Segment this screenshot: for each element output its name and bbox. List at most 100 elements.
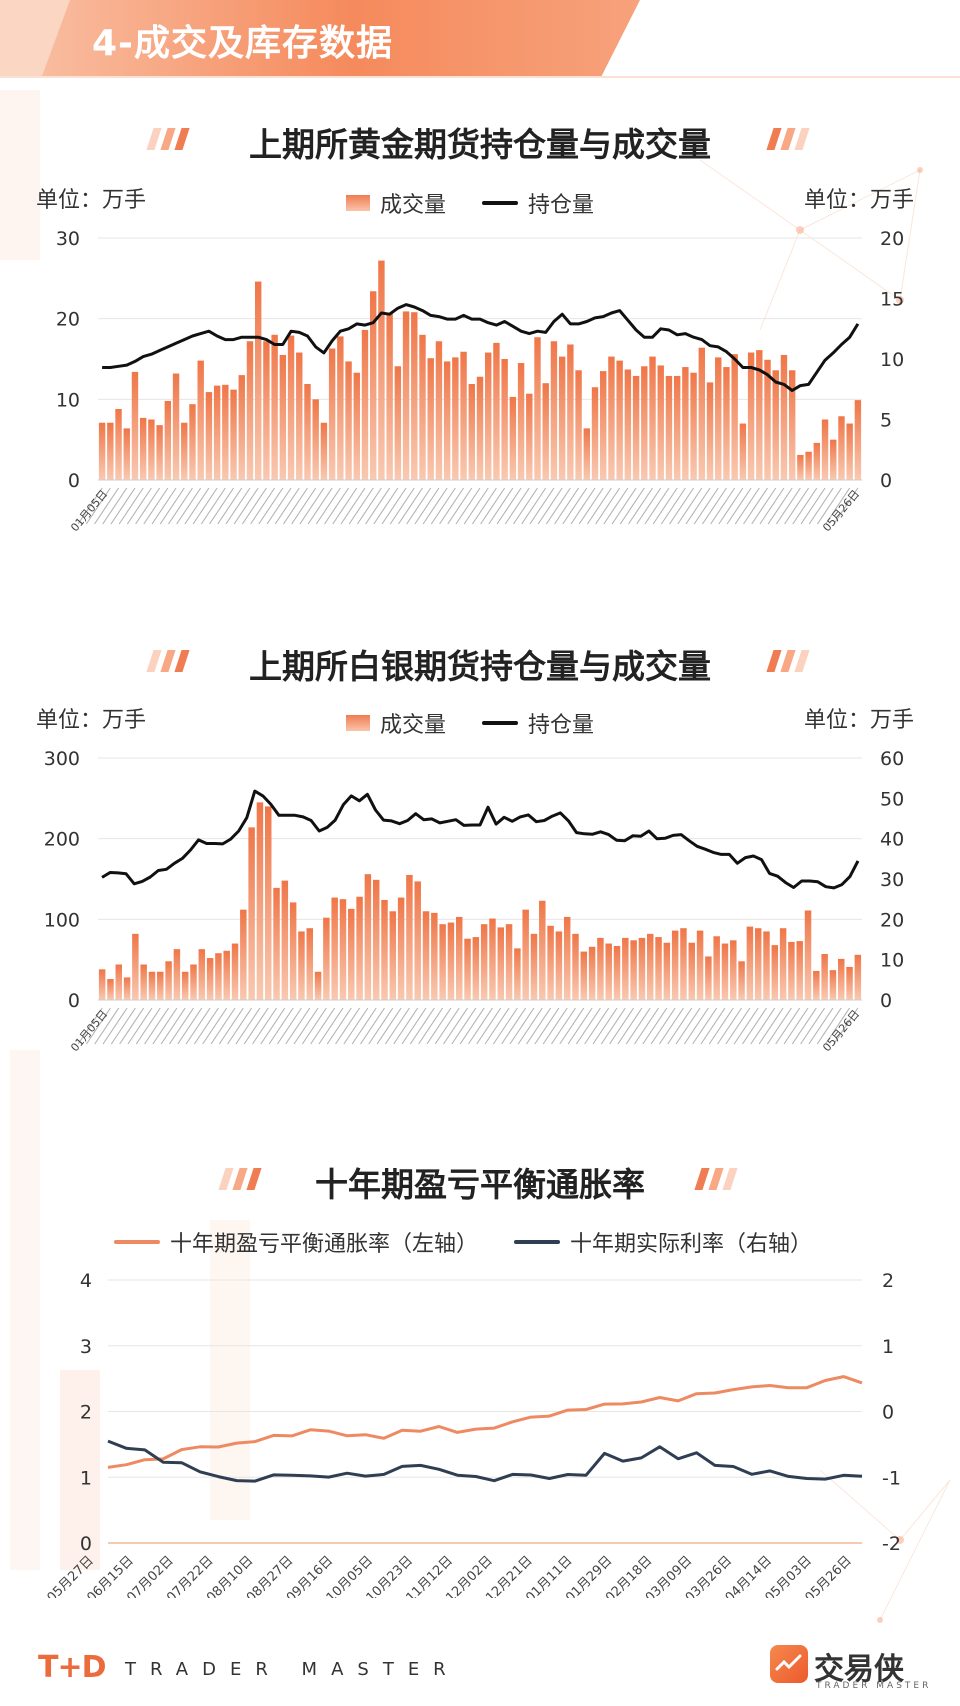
x-axis-date-mark — [176, 487, 202, 525]
volume-bar — [663, 942, 671, 1000]
x-axis-date-mark — [143, 487, 169, 525]
volume-bar — [597, 937, 604, 1000]
volume-bar — [298, 931, 305, 1000]
x-axis-date-mark — [685, 487, 711, 525]
volume-bar — [337, 336, 344, 480]
bar-swatch-icon — [346, 195, 370, 211]
volume-bar — [588, 946, 596, 1000]
volume-bar — [439, 924, 446, 1000]
volume-bar — [265, 806, 272, 1000]
x-axis-date-mark — [384, 1007, 410, 1045]
x-axis-date-mark — [733, 1007, 759, 1045]
volume-bar — [411, 312, 418, 480]
volume-bar — [613, 945, 621, 1000]
volume-bar — [306, 928, 313, 1000]
footer-brand-text: TRADER MASTER — [125, 1659, 460, 1680]
volume-bar — [723, 367, 730, 480]
left-axis-tick-label: 1 — [80, 1467, 92, 1489]
volume-bar — [580, 951, 588, 1000]
volume-bar — [567, 344, 574, 480]
volume-bar — [238, 375, 245, 480]
x-axis-date-mark — [243, 1007, 269, 1045]
volume-bar — [246, 341, 254, 480]
x-axis-date-mark — [209, 487, 235, 525]
x-axis-date-mark — [617, 1007, 643, 1045]
x-axis-date-mark — [642, 1007, 668, 1045]
volume-bar — [608, 356, 615, 480]
x-axis-date-mark — [817, 487, 842, 525]
volume-bar — [813, 970, 820, 1000]
real-rate-line — [107, 1439, 863, 1483]
volume-bar — [345, 361, 352, 480]
x-axis-date-mark — [418, 1007, 444, 1045]
volume-bar — [605, 943, 612, 1000]
right-axis-tick-label: 50 — [880, 788, 904, 810]
x-axis-date-mark — [783, 1007, 809, 1045]
x-axis-date-mark — [258, 487, 284, 525]
left-axis-tick-label: 30 — [56, 228, 80, 250]
x-axis-date-mark — [409, 1007, 435, 1045]
x-axis-date-mark — [168, 487, 193, 525]
x-axis-date-mark — [126, 487, 152, 525]
x-axis-date-mark — [274, 487, 300, 525]
x-axis-date-mark — [609, 1007, 635, 1045]
x-axis-date-mark — [570, 487, 596, 525]
right-axis-tick-label: 0 — [880, 470, 892, 492]
volume-bar — [542, 383, 549, 480]
line-swatch-icon — [482, 721, 519, 725]
x-axis-date-mark — [152, 1007, 178, 1045]
volume-bar — [148, 971, 156, 1000]
volume-bar — [771, 945, 779, 1000]
volume-bar — [364, 874, 372, 1000]
volume-bar — [356, 896, 363, 1000]
volume-bar — [456, 916, 463, 1000]
volume-bar — [140, 964, 147, 1000]
right-axis-tick-label: 10 — [880, 950, 904, 972]
volume-bar — [370, 291, 377, 480]
left-axis-tick-label: 0 — [80, 1533, 92, 1555]
x-axis-date-mark — [293, 1007, 319, 1045]
x-axis-date-mark — [443, 1007, 469, 1045]
x-axis-date-mark — [310, 1007, 336, 1045]
volume-bar — [616, 360, 623, 480]
x-axis-date-mark — [315, 487, 341, 525]
x-axis-date-mark — [426, 1007, 452, 1045]
volume-bar — [534, 337, 541, 480]
x-axis-date-mark — [85, 1007, 111, 1045]
volume-bar — [389, 911, 397, 1000]
x-axis-date-mark — [373, 487, 399, 525]
volume-bar — [682, 367, 689, 480]
volume-bar — [287, 335, 295, 480]
x-axis-date-mark — [406, 487, 432, 525]
x-axis-date-mark — [401, 1007, 427, 1045]
right-axis-tick-label: 20 — [880, 909, 904, 931]
volume-bar — [788, 370, 796, 480]
volume-bar — [713, 936, 720, 1000]
x-axis-date-mark — [683, 1007, 709, 1045]
left-axis-tick-label: 0 — [68, 470, 80, 492]
volume-bar — [671, 930, 679, 1000]
x-axis-date-mark — [652, 487, 678, 525]
volume-bar — [838, 958, 845, 1000]
x-axis-date-mark — [476, 1007, 502, 1045]
x-axis-date-mark — [160, 1007, 186, 1045]
volume-bar — [452, 357, 459, 480]
gold-chart-title: 上期所黄金期货持仓量与成交量 — [249, 125, 711, 164]
x-axis-date-mark — [276, 1007, 302, 1045]
volume-bar — [539, 900, 546, 1000]
x-axis-date-mark — [467, 1007, 493, 1045]
x-axis-date-mark — [94, 1007, 120, 1045]
volume-bar — [222, 384, 229, 480]
volume-bar — [115, 409, 122, 480]
x-axis-date-mark — [759, 487, 785, 525]
gold-legend-volume-label: 成交量 — [380, 193, 447, 218]
x-axis-date-mark — [600, 1007, 626, 1045]
volume-bar — [271, 334, 278, 480]
right-axis-tick-label: -1 — [882, 1467, 901, 1489]
x-axis-date-mark — [110, 1007, 136, 1045]
volume-bar — [838, 416, 845, 480]
line-swatch-icon — [514, 1240, 561, 1244]
volume-bar — [107, 979, 114, 1000]
volume-bar — [673, 375, 681, 480]
